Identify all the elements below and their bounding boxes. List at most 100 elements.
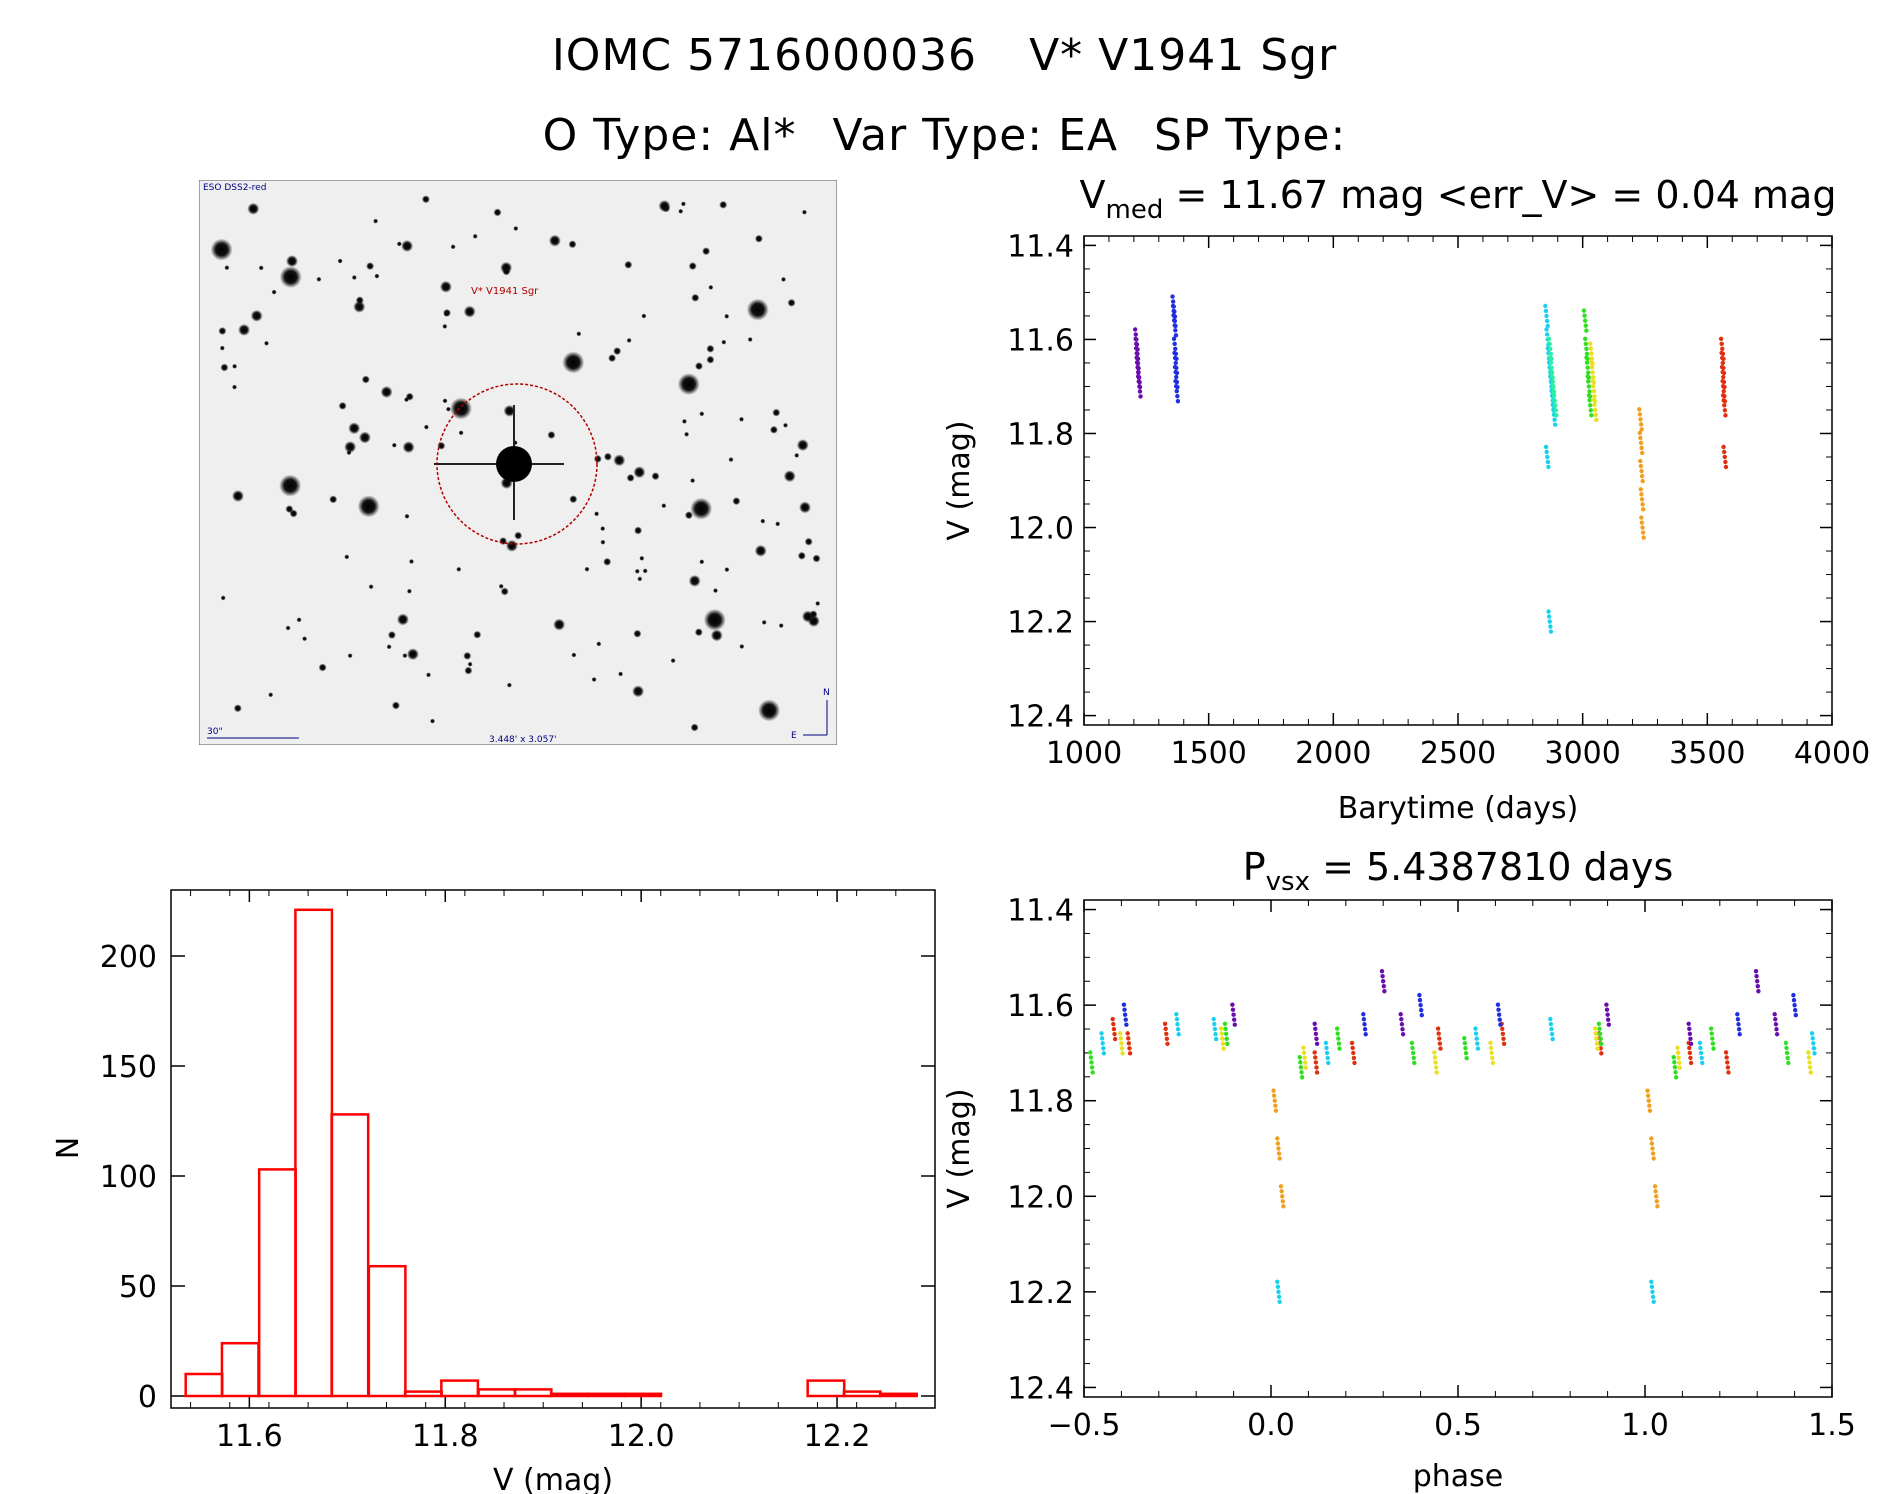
data-point — [1586, 379, 1591, 384]
data-point — [1175, 398, 1181, 404]
field-star — [690, 478, 696, 484]
data-point — [1126, 1041, 1132, 1046]
data-point — [1774, 1027, 1779, 1032]
x-tick-label: 1000 — [1046, 736, 1122, 771]
data-point — [1337, 1046, 1342, 1051]
data-point — [1637, 430, 1643, 436]
data-point — [1212, 1026, 1218, 1032]
data-point — [1501, 1036, 1506, 1042]
data-point — [1417, 992, 1422, 998]
data-point — [1723, 1050, 1729, 1055]
data-point — [1314, 1070, 1320, 1075]
data-point — [1597, 1026, 1602, 1032]
data-point — [1435, 1026, 1441, 1031]
data-point — [1136, 379, 1141, 384]
data-point — [1546, 609, 1551, 614]
data-point — [1653, 1189, 1658, 1194]
data-point — [1417, 997, 1423, 1003]
data-point — [1654, 1199, 1660, 1204]
data-point — [1438, 1046, 1443, 1051]
data-point — [1638, 417, 1643, 422]
data-point — [1708, 1026, 1714, 1031]
data-point — [1774, 1032, 1780, 1037]
data-point — [1276, 1294, 1282, 1300]
series-3 — [1118, 1026, 1813, 1075]
field-star — [639, 555, 645, 561]
data-point — [1546, 464, 1551, 470]
data-point — [1170, 303, 1176, 309]
data-point — [1174, 388, 1179, 394]
data-point — [1220, 1041, 1226, 1046]
data-point — [1100, 1041, 1105, 1046]
data-point — [1399, 1022, 1405, 1027]
data-point — [1475, 1046, 1481, 1051]
field-star — [344, 441, 357, 453]
data-point — [1137, 389, 1143, 394]
field-star — [690, 723, 699, 732]
data-point — [1171, 336, 1177, 342]
field-star — [584, 566, 590, 572]
data-point — [1490, 1055, 1495, 1061]
series-4 — [1581, 308, 1594, 418]
data-point — [1301, 1045, 1306, 1050]
data-point — [1587, 403, 1593, 408]
field-star — [769, 425, 778, 434]
data-point — [1275, 1279, 1280, 1285]
data-point — [1297, 1055, 1302, 1060]
field-star — [626, 337, 632, 343]
field-star — [232, 384, 237, 390]
field-star — [296, 617, 302, 623]
data-point — [1544, 449, 1549, 455]
field-star — [430, 718, 435, 724]
data-point — [1649, 1279, 1654, 1285]
y-tick-label: 12.0 — [1007, 1180, 1074, 1215]
field-star — [456, 566, 462, 572]
series-7 — [1718, 336, 1729, 470]
y-tick-label: 150 — [100, 1050, 157, 1085]
data-point — [1126, 1036, 1131, 1041]
data-point — [1722, 454, 1727, 460]
y-tick-label: 200 — [100, 940, 157, 975]
title-rest: = 5.4387810 days — [1310, 845, 1673, 889]
data-point — [1277, 1299, 1282, 1305]
field-star — [702, 247, 711, 256]
data-point — [1118, 1031, 1123, 1036]
data-point — [1698, 1050, 1704, 1056]
field-star — [728, 457, 734, 463]
data-point — [1220, 1036, 1225, 1041]
data-point — [1111, 1021, 1116, 1027]
data-point — [1232, 1022, 1238, 1027]
data-point — [1720, 378, 1725, 384]
data-point — [1686, 1021, 1691, 1027]
histogram-bar — [330, 1113, 370, 1398]
field-star — [593, 454, 602, 463]
data-point — [1271, 1088, 1276, 1093]
data-point — [1550, 383, 1555, 389]
field-star — [279, 474, 302, 497]
data-point — [1175, 393, 1180, 399]
field-star — [514, 531, 523, 540]
field-star — [329, 495, 338, 504]
data-point — [1172, 355, 1178, 361]
otype-label: O Type: Al* — [542, 110, 797, 161]
data-point — [1173, 378, 1178, 384]
field-star — [458, 430, 464, 436]
field-star — [210, 238, 233, 261]
field-star — [708, 284, 714, 290]
data-point — [1646, 1098, 1651, 1103]
data-point — [1553, 403, 1558, 408]
data-point — [1303, 1065, 1309, 1070]
data-point — [1497, 1017, 1502, 1022]
data-point — [1173, 383, 1179, 389]
data-point — [1552, 398, 1557, 403]
data-point — [1720, 346, 1725, 352]
data-point — [1647, 1108, 1653, 1113]
x-tick-label: 1500 — [1170, 736, 1246, 771]
data-point — [1584, 351, 1590, 357]
data-point — [1719, 364, 1725, 370]
data-point — [1599, 1051, 1604, 1056]
data-point — [1720, 360, 1725, 366]
data-point — [1351, 1050, 1356, 1056]
data-point — [1325, 1055, 1330, 1061]
data-point — [1170, 294, 1175, 299]
